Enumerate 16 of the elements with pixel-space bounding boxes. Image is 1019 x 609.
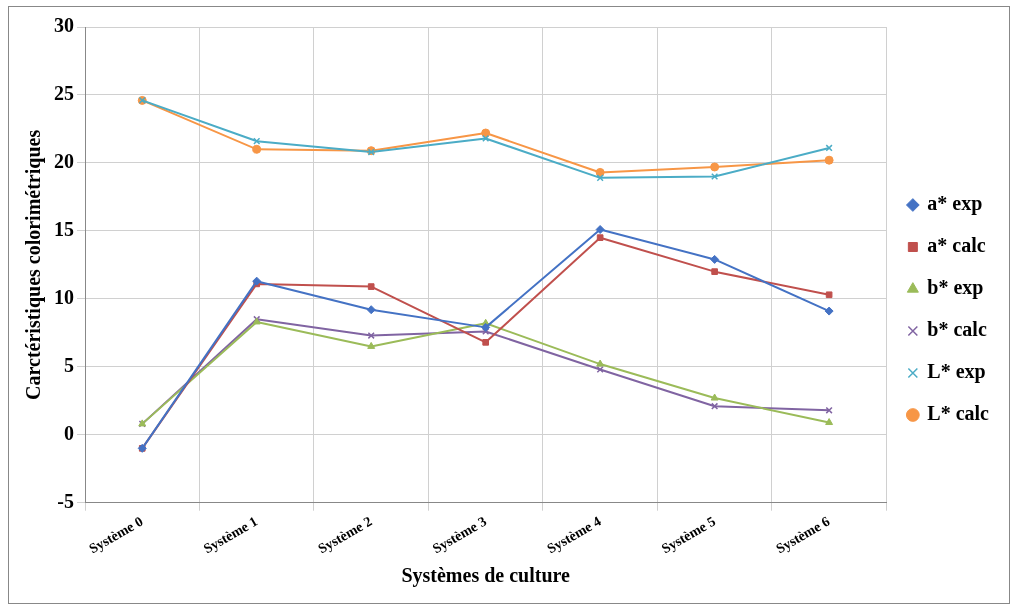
y-tick-label: 15 [54,218,74,241]
legend-label: a* calc [927,234,986,257]
y-tick-label: -5 [57,489,74,512]
legend-label: b* exp [927,276,984,300]
y-tick-label: 0 [64,421,74,444]
y-tick-label: 30 [54,14,74,37]
y-axis-title: Carctéristiques colorimétriques [22,129,46,400]
legend-label: L* exp [927,360,986,384]
y-tick-label: 10 [54,286,74,308]
y-tick-label: 5 [64,353,74,376]
y-tick-label: 25 [54,82,74,105]
legend-label: L* calc [927,402,990,425]
legend-label: b* calc [927,318,987,341]
legend-label: a* exp [927,192,983,216]
x-axis-title: Systèmes de culture [401,564,571,588]
y-tick-label: 20 [54,150,74,173]
